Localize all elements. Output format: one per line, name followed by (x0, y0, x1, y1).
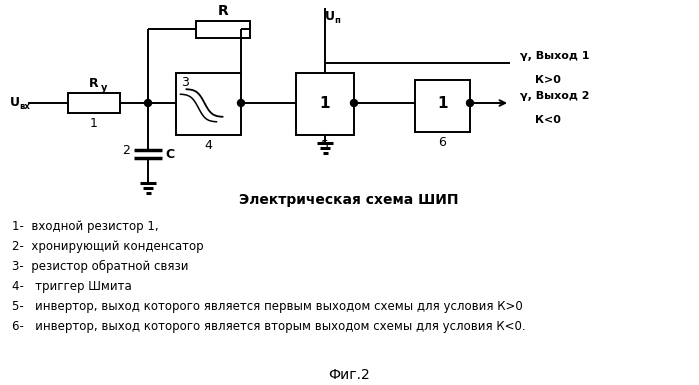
Text: γ, Выход 1: γ, Выход 1 (520, 51, 589, 61)
Text: 5: 5 (321, 139, 329, 152)
Text: К>0: К>0 (535, 75, 561, 85)
Text: U: U (10, 96, 20, 109)
Text: Электрическая схема ШИП: Электрическая схема ШИП (239, 193, 459, 207)
Text: Фиг.2: Фиг.2 (328, 368, 370, 382)
Bar (176, 73, 241, 135)
Text: R: R (89, 77, 99, 90)
Text: 6: 6 (438, 136, 447, 149)
Text: 6-   инвертор, выход которого является вторым выходом схемы для условия К<0.: 6- инвертор, выход которого является вто… (12, 320, 526, 333)
Circle shape (238, 99, 245, 107)
Text: C: C (165, 147, 174, 161)
Text: у: у (101, 83, 108, 93)
Text: 1: 1 (319, 95, 330, 110)
Circle shape (350, 99, 357, 107)
Text: 5-   инвертор, выход которого является первым выходом схемы для условия К>0: 5- инвертор, выход которого является пер… (12, 300, 523, 313)
Bar (68, 93, 120, 113)
Circle shape (466, 99, 473, 107)
Text: 1: 1 (90, 117, 98, 130)
Bar (415, 80, 470, 132)
Text: 4: 4 (205, 139, 212, 152)
Bar (296, 73, 354, 135)
Text: R: R (217, 4, 229, 18)
Text: γ, Выход 2: γ, Выход 2 (520, 91, 589, 101)
Text: 1: 1 (438, 95, 448, 110)
Text: 1-  входной резистор 1,: 1- входной резистор 1, (12, 220, 159, 233)
Text: 3: 3 (181, 76, 189, 89)
Text: вх: вх (19, 102, 30, 111)
Text: 2-  хронирующий конденсатор: 2- хронирующий конденсатор (12, 240, 203, 253)
Bar (196, 21, 250, 38)
Text: 2: 2 (122, 144, 130, 156)
Text: п: п (334, 16, 340, 25)
Text: 3-  резистор обратной связи: 3- резистор обратной связи (12, 260, 189, 273)
Text: U: U (325, 10, 335, 23)
Text: 4-   триггер Шмита: 4- триггер Шмита (12, 280, 131, 293)
Text: К<0: К<0 (535, 115, 561, 125)
Circle shape (145, 99, 152, 107)
